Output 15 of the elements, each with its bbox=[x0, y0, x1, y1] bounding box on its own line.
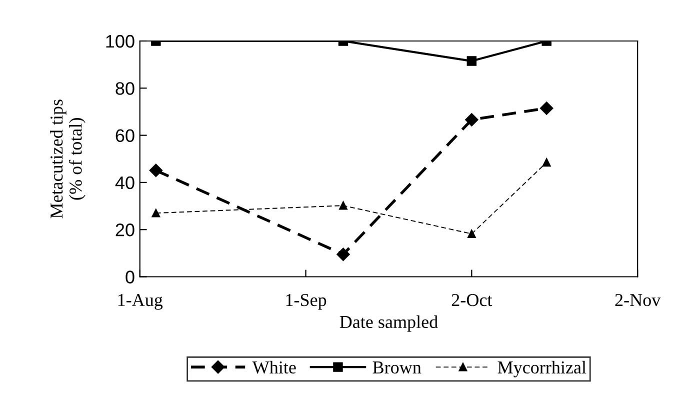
y-tick-label: 80 bbox=[116, 82, 134, 95]
y-tick-label: 20 bbox=[116, 224, 134, 236]
x-tick-label: 2-Oct bbox=[452, 294, 492, 306]
y-tick-label: 40 bbox=[115, 176, 134, 190]
x-tick-label: 1-Aug bbox=[118, 294, 163, 310]
legend-label: Mycorrhizal bbox=[498, 360, 586, 378]
y-tick-label: 60 bbox=[116, 129, 134, 142]
y-tick-label: 100 bbox=[106, 34, 134, 48]
y-tick-label: 0 bbox=[126, 270, 134, 284]
y-axis-title: Metacutized tips (% of total) bbox=[50, 100, 86, 218]
x-tick-label: 2-Nov bbox=[615, 294, 661, 306]
legend-label: White bbox=[252, 360, 296, 374]
x-axis-title: Date sampled bbox=[340, 315, 438, 332]
legend-label: Brown bbox=[372, 362, 422, 374]
x-tick-label: 1-Sep bbox=[286, 294, 326, 310]
